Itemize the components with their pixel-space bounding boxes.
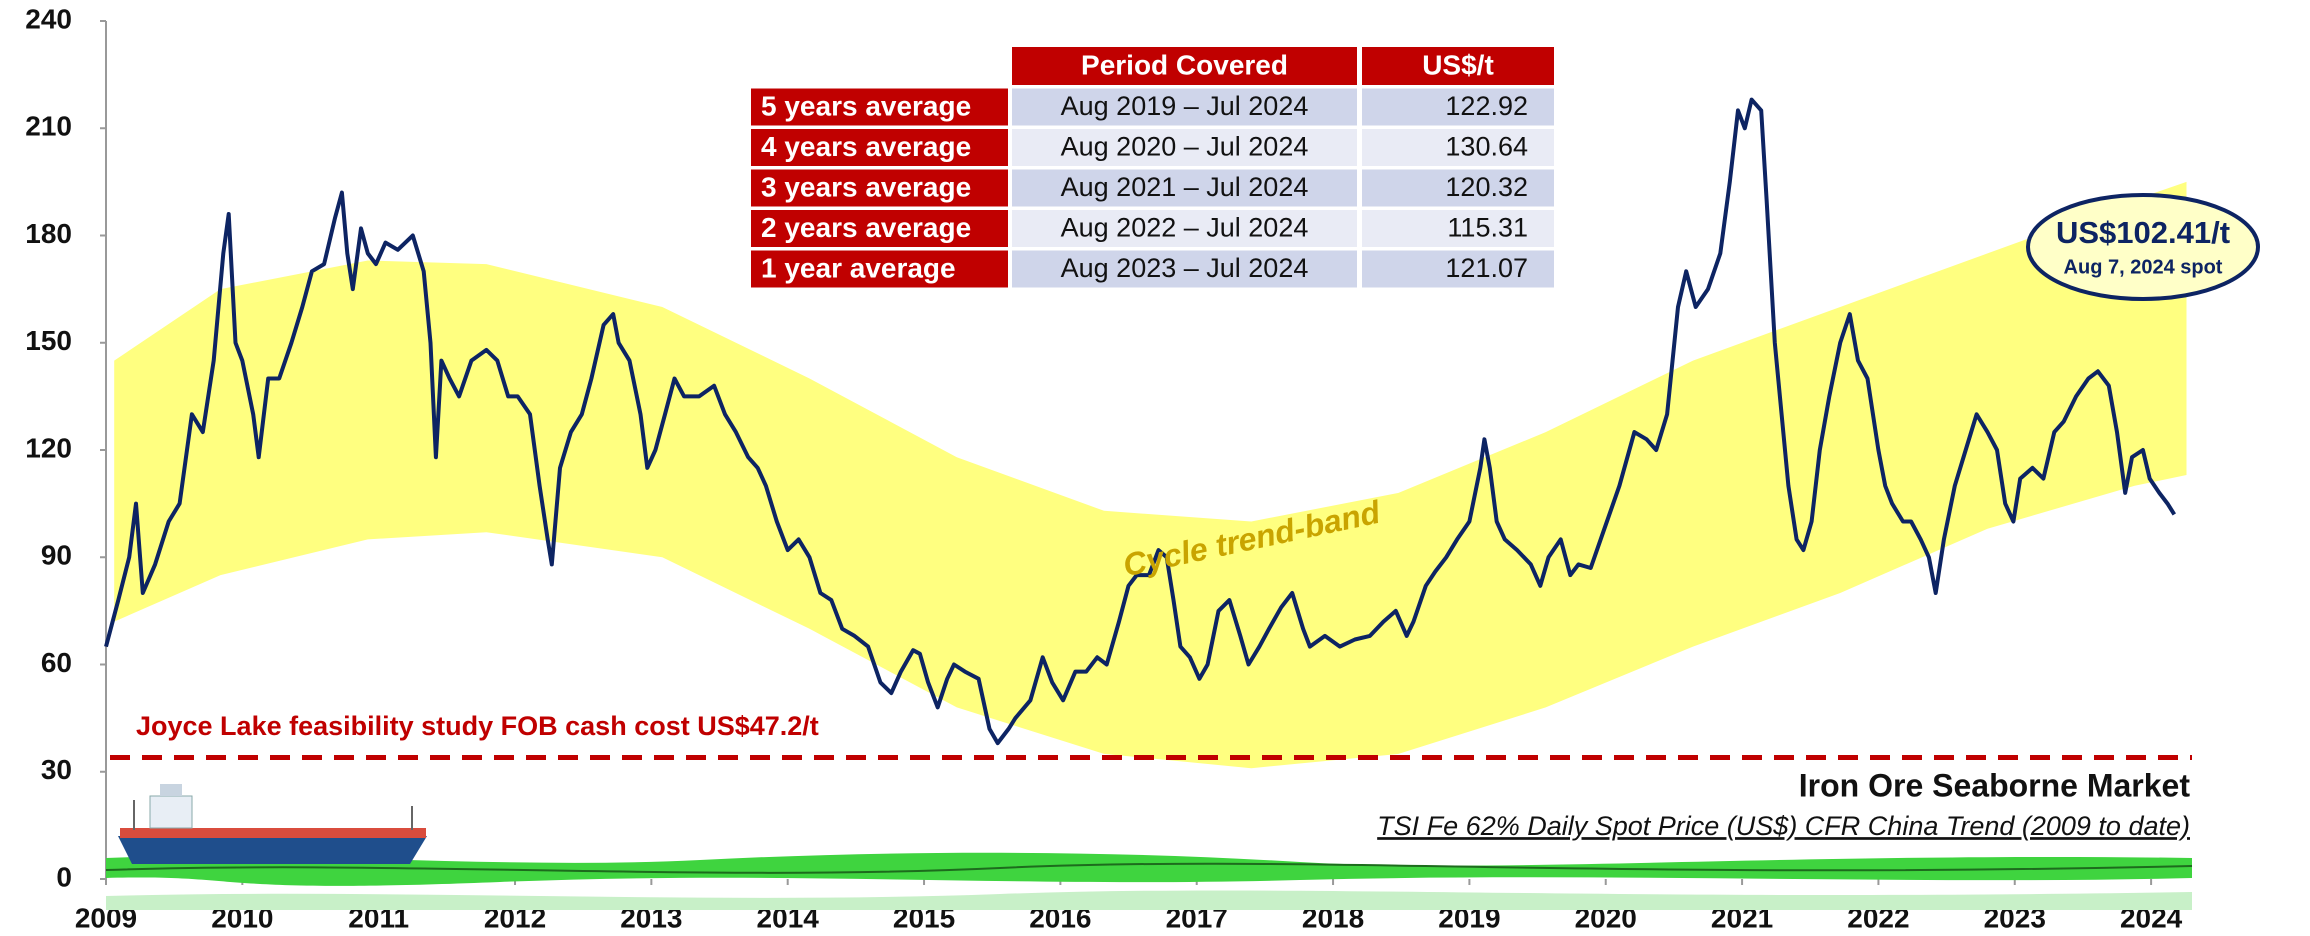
band-layer bbox=[114, 181, 2187, 769]
table-value: 120.32 bbox=[1445, 172, 1528, 202]
table-value-cell bbox=[1362, 250, 1554, 288]
table-label-cell bbox=[751, 169, 1008, 207]
y-tick-label: 240 bbox=[25, 3, 72, 34]
table-period: Aug 2021 – Jul 2024 bbox=[1061, 172, 1309, 202]
table-value-cell bbox=[1362, 129, 1554, 166]
table-row-label: 1 year average bbox=[761, 252, 956, 283]
y-tick-label: 0 bbox=[56, 861, 72, 892]
table-row-label: 3 years average bbox=[761, 171, 971, 202]
wave-line bbox=[105, 862, 2193, 874]
table-value: 115.31 bbox=[1447, 213, 1528, 243]
table-period-cell bbox=[1012, 129, 1357, 166]
chart-title: Iron Ore Seaborne Market bbox=[1799, 767, 2191, 803]
table-value: 130.64 bbox=[1445, 132, 1528, 162]
wave bbox=[106, 890, 2192, 910]
y-tick-label: 210 bbox=[25, 111, 72, 142]
ship-hull bbox=[118, 836, 427, 864]
table-value: 121.07 bbox=[1445, 253, 1528, 283]
trend-band bbox=[114, 181, 2187, 769]
ship-icon bbox=[118, 784, 427, 864]
table-period: Aug 2022 – Jul 2024 bbox=[1061, 213, 1309, 243]
table-label-cell bbox=[751, 88, 1008, 126]
y-tick-label: 30 bbox=[41, 754, 72, 785]
y-tick-label: 120 bbox=[25, 432, 72, 463]
table-period-cell bbox=[1012, 88, 1357, 126]
table-value-cell bbox=[1362, 169, 1554, 207]
wave bbox=[106, 852, 2192, 886]
chart-subtitle: TSI Fe 62% Daily Spot Price (US$) CFR Ch… bbox=[1377, 811, 2190, 841]
table-period-cell bbox=[1012, 210, 1357, 247]
wave-decoration bbox=[105, 852, 2193, 910]
table-period: Aug 2020 – Jul 2024 bbox=[1061, 132, 1309, 162]
y-tick-label: 90 bbox=[41, 540, 72, 571]
ship-bridge-top bbox=[160, 784, 182, 796]
table-header-cell bbox=[1012, 47, 1357, 85]
ship-deck bbox=[120, 828, 426, 838]
plot-layer bbox=[104, 97, 2192, 760]
table-period-cell bbox=[1012, 169, 1357, 207]
table-label-cell bbox=[751, 129, 1008, 166]
average-table: Period Covered US$/t 5 years average Aug 20… bbox=[751, 47, 1554, 288]
y-tick-label: 150 bbox=[25, 325, 72, 356]
callout-ellipse bbox=[2026, 193, 2260, 301]
table-label-cell bbox=[751, 250, 1008, 288]
table-header-text: US$/t bbox=[1422, 49, 1494, 80]
ship-bridge bbox=[149, 795, 193, 829]
price-line bbox=[104, 97, 2176, 746]
table-value: 122.92 bbox=[1445, 91, 1528, 121]
y-tick-label: 60 bbox=[41, 647, 72, 678]
table-period: Aug 2023 – Jul 2024 bbox=[1061, 253, 1309, 283]
table-header-text: Period Covered bbox=[1081, 49, 1288, 80]
table-row-label: 5 years average bbox=[761, 90, 971, 121]
table-period-cell bbox=[1012, 250, 1357, 288]
table-period: Aug 2019 – Jul 2024 bbox=[1061, 91, 1309, 121]
table-value-cell bbox=[1362, 88, 1554, 126]
table-label-cell bbox=[751, 210, 1008, 247]
table-row-label: 4 years average bbox=[761, 131, 971, 162]
callout-price: US$102.41/t bbox=[2056, 215, 2230, 250]
y-tick-label: 180 bbox=[25, 218, 72, 249]
callout-date: Aug 7, 2024 spot bbox=[2064, 256, 2223, 278]
table-value-cell bbox=[1362, 210, 1554, 247]
table-header-cell bbox=[1362, 47, 1554, 85]
table-row-label: 2 years average bbox=[761, 212, 971, 243]
spot-callout: US$102.41/t Aug 7, 2024 spot bbox=[2026, 193, 2260, 301]
reference-label: Joyce Lake feasibility study FOB cash co… bbox=[136, 711, 819, 741]
